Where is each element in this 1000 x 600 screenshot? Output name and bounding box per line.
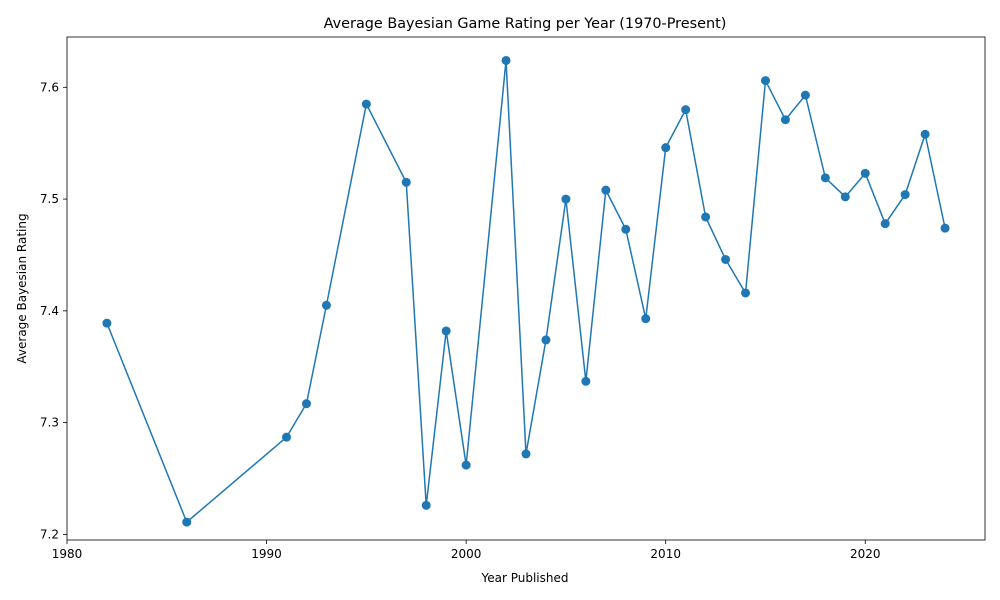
data-point xyxy=(282,432,292,442)
data-point xyxy=(701,212,711,222)
y-axis-label: Average Bayesian Rating xyxy=(15,213,29,363)
data-point xyxy=(741,288,751,298)
data-point xyxy=(681,105,691,115)
data-point xyxy=(840,192,850,202)
chart-title: Average Bayesian Game Rating per Year (1… xyxy=(324,16,727,32)
y-tick-label: 7.4 xyxy=(40,304,59,318)
data-point xyxy=(321,300,331,310)
data-point xyxy=(860,168,870,178)
y-tick-label: 7.3 xyxy=(40,416,59,430)
data-point xyxy=(800,90,810,100)
x-tick-label: 2020 xyxy=(850,547,881,561)
y-tick-label: 7.2 xyxy=(40,527,59,541)
data-point xyxy=(880,219,890,229)
data-point xyxy=(401,177,411,187)
data-point xyxy=(182,517,192,527)
x-tick-label: 1980 xyxy=(52,547,83,561)
data-point xyxy=(621,224,631,234)
x-axis-label: Year Published xyxy=(481,571,569,585)
data-point xyxy=(541,335,551,345)
data-point xyxy=(521,449,531,459)
data-point xyxy=(661,143,671,153)
data-point xyxy=(900,190,910,200)
data-point xyxy=(361,99,371,109)
data-point xyxy=(641,314,651,324)
data-point xyxy=(102,318,112,328)
y-tick-label: 7.5 xyxy=(40,192,59,206)
x-tick-label: 2010 xyxy=(650,547,681,561)
data-point xyxy=(461,460,471,470)
x-tick-label: 2000 xyxy=(451,547,482,561)
plot-frame xyxy=(66,36,986,541)
data-point xyxy=(441,326,451,336)
x-axis: 1980 1990 2000 2010 2020 xyxy=(52,540,881,561)
data-point xyxy=(561,194,571,204)
data-point xyxy=(301,399,311,409)
data-point xyxy=(780,115,790,125)
data-point xyxy=(940,223,950,233)
data-point xyxy=(760,76,770,86)
data-points xyxy=(102,55,950,527)
y-axis: 7.2 7.3 7.4 7.5 7.6 xyxy=(40,80,67,541)
data-point xyxy=(501,55,511,65)
data-point xyxy=(601,185,611,195)
data-point xyxy=(581,376,591,386)
data-point xyxy=(721,254,731,264)
data-point xyxy=(820,173,830,183)
data-point xyxy=(421,500,431,510)
data-point xyxy=(920,129,930,139)
y-tick-label: 7.6 xyxy=(40,80,59,94)
x-tick-label: 1990 xyxy=(251,547,282,561)
